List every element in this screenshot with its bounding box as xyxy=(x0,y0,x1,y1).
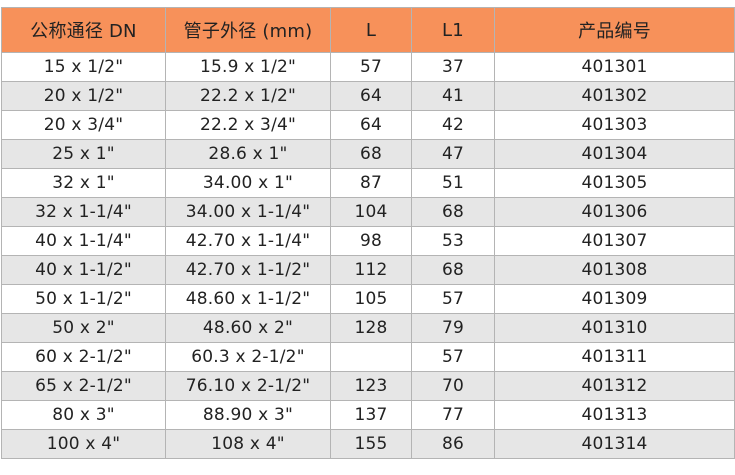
table-row: 65 x 2-1/2" 76.10 x 2-1/2" 123 70 401312 xyxy=(1,371,735,401)
table-row: 40 x 1-1/4" 42.70 x 1-1/4" 98 53 401307 xyxy=(1,226,735,256)
column-header: 管子外径 (mm) xyxy=(165,7,331,53)
product-code-cell: 401303 xyxy=(494,110,735,140)
table-row: 32 x 1" 34.00 x 1" 87 51 401305 xyxy=(1,168,735,198)
dn-cell: 20 x 3/4" xyxy=(1,110,166,140)
l1-cell: 57 xyxy=(411,284,495,314)
dn-cell: 15 x 1/2" xyxy=(1,52,166,82)
l1-cell: 86 xyxy=(411,429,495,459)
l-cell: 155 xyxy=(330,429,412,459)
product-code-cell: 401309 xyxy=(494,284,735,314)
outer-diameter-cell: 76.10 x 2-1/2" xyxy=(165,371,331,401)
header-row: 公称通径 DN 管子外径 (mm) L L1 产品编号 xyxy=(1,7,735,53)
table-row: 50 x 2" 48.60 x 2" 128 79 401310 xyxy=(1,313,735,343)
product-spec-table: 公称通径 DN 管子外径 (mm) L L1 产品编号 15 x 1/2" 15.9 x … xyxy=(1,7,735,459)
l-cell: 112 xyxy=(330,255,412,285)
dn-cell: 50 x 1-1/2" xyxy=(1,284,166,314)
l1-cell: 41 xyxy=(411,81,495,111)
outer-diameter-cell: 108 x 4" xyxy=(165,429,331,459)
l-cell: 68 xyxy=(330,139,412,169)
outer-diameter-cell: 42.70 x 1-1/4" xyxy=(165,226,331,256)
l-cell: 98 xyxy=(330,226,412,256)
table-row: 15 x 1/2" 15.9 x 1/2" 57 37 401301 xyxy=(1,52,735,82)
outer-diameter-cell: 28.6 x 1" xyxy=(165,139,331,169)
l-cell: 128 xyxy=(330,313,412,343)
dn-cell: 100 x 4" xyxy=(1,429,166,459)
dn-cell: 65 x 2-1/2" xyxy=(1,371,166,401)
product-code-cell: 401312 xyxy=(494,371,735,401)
product-code-cell: 401301 xyxy=(494,52,735,82)
column-header: L xyxy=(330,7,412,53)
dn-cell: 32 x 1" xyxy=(1,168,166,198)
l-cell: 64 xyxy=(330,110,412,140)
l-cell: 137 xyxy=(330,400,412,430)
l1-cell: 68 xyxy=(411,255,495,285)
l-cell: 87 xyxy=(330,168,412,198)
table-row: 25 x 1" 28.6 x 1" 68 47 401304 xyxy=(1,139,735,169)
outer-diameter-cell: 48.60 x 2" xyxy=(165,313,331,343)
table-row: 50 x 1-1/2" 48.60 x 1-1/2" 105 57 401309 xyxy=(1,284,735,314)
l1-cell: 37 xyxy=(411,52,495,82)
table-row: 20 x 1/2" 22.2 x 1/2" 64 41 401302 xyxy=(1,81,735,111)
l1-cell: 77 xyxy=(411,400,495,430)
product-code-cell: 401307 xyxy=(494,226,735,256)
outer-diameter-cell: 48.60 x 1-1/2" xyxy=(165,284,331,314)
table-row: 32 x 1-1/4" 34.00 x 1-1/4" 104 68 401306 xyxy=(1,197,735,227)
product-code-cell: 401304 xyxy=(494,139,735,169)
outer-diameter-cell: 34.00 x 1" xyxy=(165,168,331,198)
l-cell: 123 xyxy=(330,371,412,401)
l1-cell: 70 xyxy=(411,371,495,401)
l1-cell: 42 xyxy=(411,110,495,140)
dn-cell: 32 x 1-1/4" xyxy=(1,197,166,227)
l1-cell: 57 xyxy=(411,342,495,372)
outer-diameter-cell: 88.90 x 3" xyxy=(165,400,331,430)
l1-cell: 68 xyxy=(411,197,495,227)
l-cell xyxy=(330,342,412,372)
outer-diameter-cell: 22.2 x 3/4" xyxy=(165,110,331,140)
outer-diameter-cell: 15.9 x 1/2" xyxy=(165,52,331,82)
l1-cell: 51 xyxy=(411,168,495,198)
product-code-cell: 401302 xyxy=(494,81,735,111)
product-code-cell: 401313 xyxy=(494,400,735,430)
product-code-cell: 401311 xyxy=(494,342,735,372)
product-code-cell: 401306 xyxy=(494,197,735,227)
l1-cell: 53 xyxy=(411,226,495,256)
dn-cell: 40 x 1-1/4" xyxy=(1,226,166,256)
dn-cell: 50 x 2" xyxy=(1,313,166,343)
dn-cell: 60 x 2-1/2" xyxy=(1,342,166,372)
dn-cell: 20 x 1/2" xyxy=(1,81,166,111)
l-cell: 64 xyxy=(330,81,412,111)
l-cell: 105 xyxy=(330,284,412,314)
dn-cell: 40 x 1-1/2" xyxy=(1,255,166,285)
column-header: 公称通径 DN xyxy=(1,7,166,53)
outer-diameter-cell: 60.3 x 2-1/2" xyxy=(165,342,331,372)
outer-diameter-cell: 34.00 x 1-1/4" xyxy=(165,197,331,227)
product-code-cell: 401308 xyxy=(494,255,735,285)
dn-cell: 80 x 3" xyxy=(1,400,166,430)
table-row: 60 x 2-1/2" 60.3 x 2-1/2" 57 401311 xyxy=(1,342,735,372)
column-header: L1 xyxy=(411,7,495,53)
outer-diameter-cell: 22.2 x 1/2" xyxy=(165,81,331,111)
dn-cell: 25 x 1" xyxy=(1,139,166,169)
outer-diameter-cell: 42.70 x 1-1/2" xyxy=(165,255,331,285)
l-cell: 104 xyxy=(330,197,412,227)
product-code-cell: 401314 xyxy=(494,429,735,459)
table-row: 20 x 3/4" 22.2 x 3/4" 64 42 401303 xyxy=(1,110,735,140)
table-row: 100 x 4" 108 x 4" 155 86 401314 xyxy=(1,429,735,459)
table-row: 40 x 1-1/2" 42.70 x 1-1/2" 112 68 401308 xyxy=(1,255,735,285)
product-code-cell: 401305 xyxy=(494,168,735,198)
product-code-cell: 401310 xyxy=(494,313,735,343)
l1-cell: 79 xyxy=(411,313,495,343)
table-row: 80 x 3" 88.90 x 3" 137 77 401313 xyxy=(1,400,735,430)
l-cell: 57 xyxy=(330,52,412,82)
column-header: 产品编号 xyxy=(494,7,735,53)
l1-cell: 47 xyxy=(411,139,495,169)
